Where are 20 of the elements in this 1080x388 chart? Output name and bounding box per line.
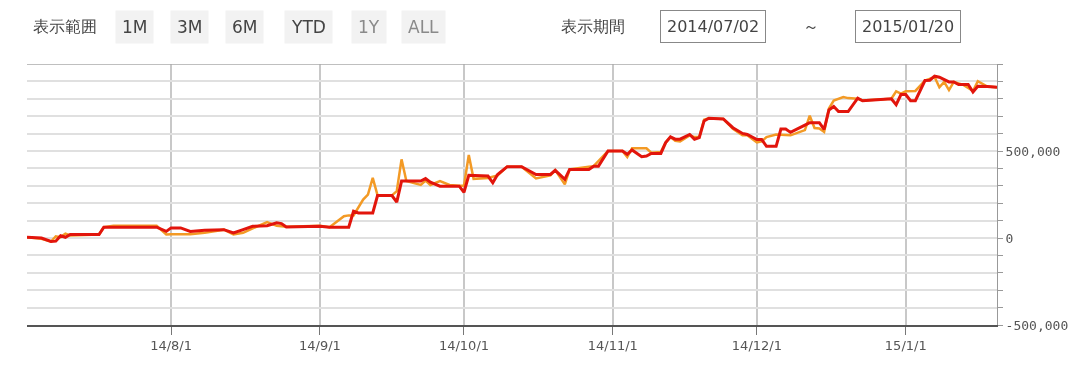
y-tick-label: 500,000	[1005, 143, 1061, 159]
text: ALL	[408, 17, 440, 37]
text: 1M	[122, 17, 148, 37]
y-tick-label: 0	[1005, 230, 1014, 246]
x-tick-label: 14/12/1	[731, 338, 782, 354]
text: 6M	[232, 17, 258, 37]
text: ～	[803, 17, 819, 36]
text: 2015/01/20	[862, 17, 955, 36]
text: YTD	[291, 17, 326, 37]
x-tick-label: 14/9/1	[299, 338, 341, 354]
text: 表示範囲	[33, 17, 97, 36]
text: 3M	[177, 17, 203, 37]
text: 表示期間	[561, 17, 625, 36]
x-tick-label: 14/11/1	[587, 338, 638, 354]
text: 2014/07/02	[667, 17, 760, 36]
x-tick-label: 15/1/1	[884, 338, 927, 354]
text: 1Y	[358, 17, 380, 37]
y-tick-label: -500,000	[1005, 317, 1069, 333]
x-tick-label: 14/8/1	[150, 338, 192, 354]
x-tick-label: 14/10/1	[438, 338, 490, 354]
